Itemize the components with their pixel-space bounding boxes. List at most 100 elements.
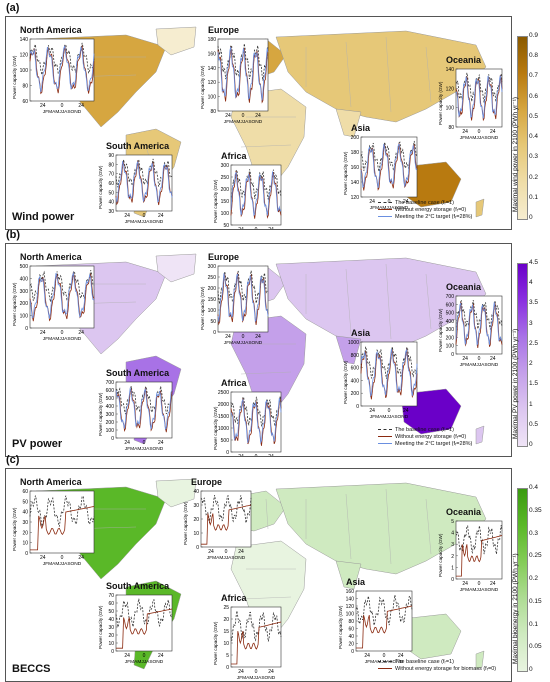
country-border xyxy=(425,273,432,330)
colorbar-label: Maximal PV power in 2100 (PWh yr⁻¹) xyxy=(512,328,519,439)
legend-swatch xyxy=(378,668,392,670)
y-tick-label: 50 xyxy=(108,609,114,615)
mini-chart-asia: Asia 1000 800 600 400 200 0 Power capacity (GW)… xyxy=(341,328,419,428)
y-tick-label: 20 xyxy=(348,642,354,648)
y-tick-label: 50 xyxy=(210,319,216,325)
y-axis-label: Power capacity (GW) xyxy=(438,533,443,577)
legend-swatch xyxy=(378,436,392,438)
y-tick-label: 90 xyxy=(108,153,114,159)
y-axis-label: Power capacity (GW) xyxy=(12,55,17,99)
y-tick-label: 200 xyxy=(351,135,360,141)
region-title: North America xyxy=(20,477,82,487)
y-axis-label: Power capacity (GW) xyxy=(438,81,443,125)
y-axis-label: Power capacity (GW) xyxy=(12,507,17,551)
y-tick-label: 30 xyxy=(108,209,114,215)
y-axis-label: Power capacity (GW) xyxy=(183,501,188,545)
y-tick-label: 120 xyxy=(351,195,360,201)
land-asia xyxy=(275,30,487,123)
x-tick-label: 24 xyxy=(462,129,468,135)
y-tick-label: 80 xyxy=(348,619,354,625)
country-border xyxy=(385,488,392,565)
y-tick-label: 2000 xyxy=(218,402,229,408)
legend-swatch xyxy=(378,202,392,204)
series-line-1 xyxy=(356,605,413,649)
series-line-0 xyxy=(355,594,413,626)
series-line-1 xyxy=(231,621,282,665)
x-tick-label: 24 xyxy=(124,440,130,446)
region-title: Oceania xyxy=(446,507,482,517)
x-month-labels: JFMAMJJASOND xyxy=(460,362,499,368)
y-axis-label: Power capacity (GW) xyxy=(343,360,348,404)
land-india xyxy=(335,335,362,365)
y-tick-label: 120 xyxy=(346,604,355,610)
series-line-0 xyxy=(29,495,95,527)
y-tick-label: 400 xyxy=(446,319,455,325)
y-tick-label: 400 xyxy=(106,404,115,410)
y-axis-label: Power capacity (GW) xyxy=(98,605,103,649)
y-axis-label: Power capacity (GW) xyxy=(98,165,103,209)
y-tick-label: 10 xyxy=(223,641,229,647)
y-tick-label: 140 xyxy=(346,597,355,603)
mini-chart-svg: 60 50 40 30 20 10 0 Power capacity (GW) 24 0 24JFM… xyxy=(12,489,95,567)
series-line-0 xyxy=(230,169,282,200)
map-frame: North America 60 50 40 30 20 10 0 Power capacity… xyxy=(5,468,512,682)
y-tick-label: 40 xyxy=(348,634,354,640)
x-tick-label: 0 xyxy=(61,330,64,336)
y-tick-label: 1000 xyxy=(348,340,359,346)
x-tick-label: 24 xyxy=(158,653,164,659)
x-tick-label: 24 xyxy=(490,356,496,362)
y-tick-label: 120 xyxy=(208,80,217,86)
series-line-2 xyxy=(360,348,418,398)
country-border xyxy=(240,371,292,375)
colorbar-tick-label: 0.4 xyxy=(529,133,539,141)
y-tick-label: 70 xyxy=(108,172,114,178)
y-tick-label: 600 xyxy=(446,302,455,308)
legend-label: Without energy storage (fᵣ=0) xyxy=(395,434,467,440)
legend-swatch xyxy=(378,216,392,218)
y-tick-label: 300 xyxy=(221,163,230,169)
y-tick-label: 20 xyxy=(108,633,114,639)
y-tick-label: 5 xyxy=(226,653,229,659)
colorbar-tick-label: 0.35 xyxy=(529,506,542,514)
panel-title: Wind power xyxy=(12,211,75,223)
mini-chart-south-america: South America 90 80 70 60 50 40 30 Power capacit… xyxy=(96,141,174,229)
y-tick-label: 40 xyxy=(22,510,28,516)
series-line-0 xyxy=(115,386,173,415)
mini-chart-svg: 700 600 500 400 300 200 100 0 Power capacity (GW… xyxy=(438,294,503,368)
y-tick-label: 0 xyxy=(356,404,359,410)
y-tick-label: 10 xyxy=(193,531,199,537)
x-tick-label: 0 xyxy=(242,334,245,340)
y-axis-label: Power capacity (GW) xyxy=(200,65,205,109)
x-tick-label: 0 xyxy=(61,555,64,561)
colorbar-tick-label: 0.7 xyxy=(529,72,539,80)
mini-chart-oceania: Oceania 700 600 500 400 300 200 100 0 Power capac… xyxy=(436,282,504,376)
region-title: Africa xyxy=(221,151,247,161)
mini-chart-svg: 25 20 15 10 5 0 Power capacity (GW) 24 0 24JFMAMJ… xyxy=(213,605,282,681)
x-tick-label: 24 xyxy=(364,653,370,659)
y-tick-label: 30 xyxy=(193,503,199,509)
region-title: Asia xyxy=(351,123,371,133)
legend-label: Without energy storage for biomass (fᵣ=0… xyxy=(395,666,497,672)
y-tick-label: 20 xyxy=(223,617,229,623)
x-tick-label: 24 xyxy=(490,581,496,587)
x-tick-label: 0 xyxy=(61,103,64,109)
mini-chart-africa: Africa 300 250 200 150 100 50 Power capacity (G… xyxy=(211,151,283,229)
mini-chart-oceania: Oceania 140 120 100 80 Power capacity (GW) 24 0… xyxy=(436,55,504,149)
x-tick-label: 0 xyxy=(478,581,481,587)
region-title: Oceania xyxy=(446,282,482,292)
land-greenland xyxy=(155,26,197,56)
y-tick-label: 300 xyxy=(106,412,115,418)
y-tick-label: 50 xyxy=(22,499,28,505)
series-line-0 xyxy=(115,158,173,188)
y-tick-label: 1000 xyxy=(218,426,229,432)
legend-item: Meeting the 2°C target (fᵣ=28%) xyxy=(378,214,472,221)
y-tick-label: 100 xyxy=(221,211,230,217)
land-greenland xyxy=(155,478,197,508)
series-line-0 xyxy=(230,610,282,642)
y-tick-label: 160 xyxy=(351,165,360,171)
x-month-labels: JFMAMJJASOND xyxy=(370,414,409,420)
country-border xyxy=(345,493,352,560)
region-title: Africa xyxy=(221,378,247,388)
x-tick-label: 0 xyxy=(383,653,386,659)
